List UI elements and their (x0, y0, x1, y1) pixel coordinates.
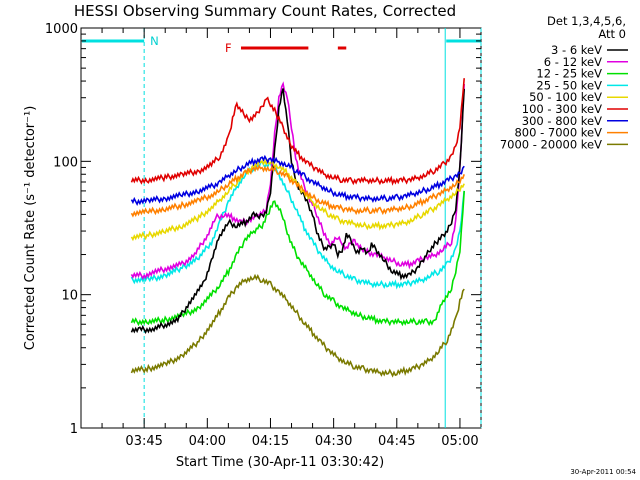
y-tick-label: 1 (70, 422, 78, 437)
legend-entry-label: 25 - 50 keV (536, 78, 602, 92)
series-line-800-7000-kev (130, 164, 465, 218)
legend-entry-label: 3 - 6 keV (551, 43, 602, 57)
night-flag-label: N (150, 34, 159, 48)
legend-entry-label: 6 - 12 keV (544, 55, 602, 69)
legend-header-line-2: Att 0 (598, 27, 626, 41)
y-axis: 1 10 100 1000 (45, 22, 481, 437)
x-tick-label: 04:00 (189, 434, 226, 449)
series-layer (130, 78, 465, 378)
series-line-300-800-kev (130, 154, 465, 206)
x-axis-label: Start Time (30-Apr-11 03:30:42) (176, 455, 384, 470)
x-tick-label: 04:45 (378, 434, 415, 449)
legend-entry-label: 100 - 300 keV (522, 102, 602, 116)
x-tick-label: 04:30 (315, 434, 352, 449)
series-line-7000-20000-kev (130, 273, 465, 378)
chart-title: HESSI Observing Summary Count Rates, Cor… (74, 2, 456, 20)
series-line-6-12-kev (130, 81, 465, 280)
series-line-25-50-kev (130, 160, 465, 290)
x-axis: 03:45 04:00 04:15 04:30 04:45 05:00 (101, 28, 479, 449)
legend-entry-label: 12 - 25 keV (536, 67, 602, 81)
y-tick-label: 10 (61, 289, 78, 304)
y-tick-label: 1000 (45, 22, 78, 37)
x-tick-label: 05:00 (441, 434, 478, 449)
x-tick-label: 03:45 (125, 434, 162, 449)
x-tick-label: 04:15 (252, 434, 289, 449)
series-line-12-25-kev (130, 190, 465, 327)
legend-entry-label: 50 - 100 keV (529, 90, 602, 104)
y-axis-label: Corrected Count Rate (s⁻¹ detector⁻¹) (23, 106, 38, 351)
series-line-100-300-kev (130, 78, 465, 186)
legend-entry-label: 800 - 7000 keV (514, 126, 602, 140)
y-tick-label: 100 (53, 155, 78, 170)
legend-header-line-1: Det 1,3,4,5,6, (547, 14, 626, 28)
flare-flag-label: F (225, 41, 232, 55)
legend-entry-label: 300 - 800 keV (522, 114, 602, 128)
timestamp: 30-Apr-2011 00:54 (570, 468, 636, 476)
legend-entry-label: 7000 - 20000 keV (500, 137, 602, 151)
